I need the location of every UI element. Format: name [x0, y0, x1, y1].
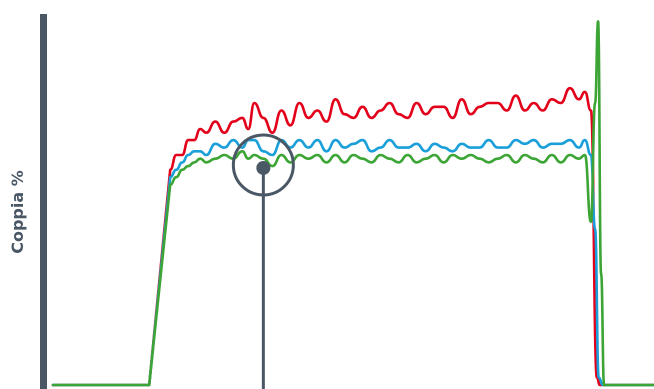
series-line-2 [51, 138, 654, 387]
marker-dot [256, 160, 271, 175]
series-layer [51, 20, 654, 387]
series-line-1 [51, 86, 654, 387]
y-axis-label: Coppia % [8, 170, 27, 254]
y-axis-line [40, 14, 47, 389]
series-line-3 [51, 20, 654, 387]
marker-layer [231, 133, 295, 389]
